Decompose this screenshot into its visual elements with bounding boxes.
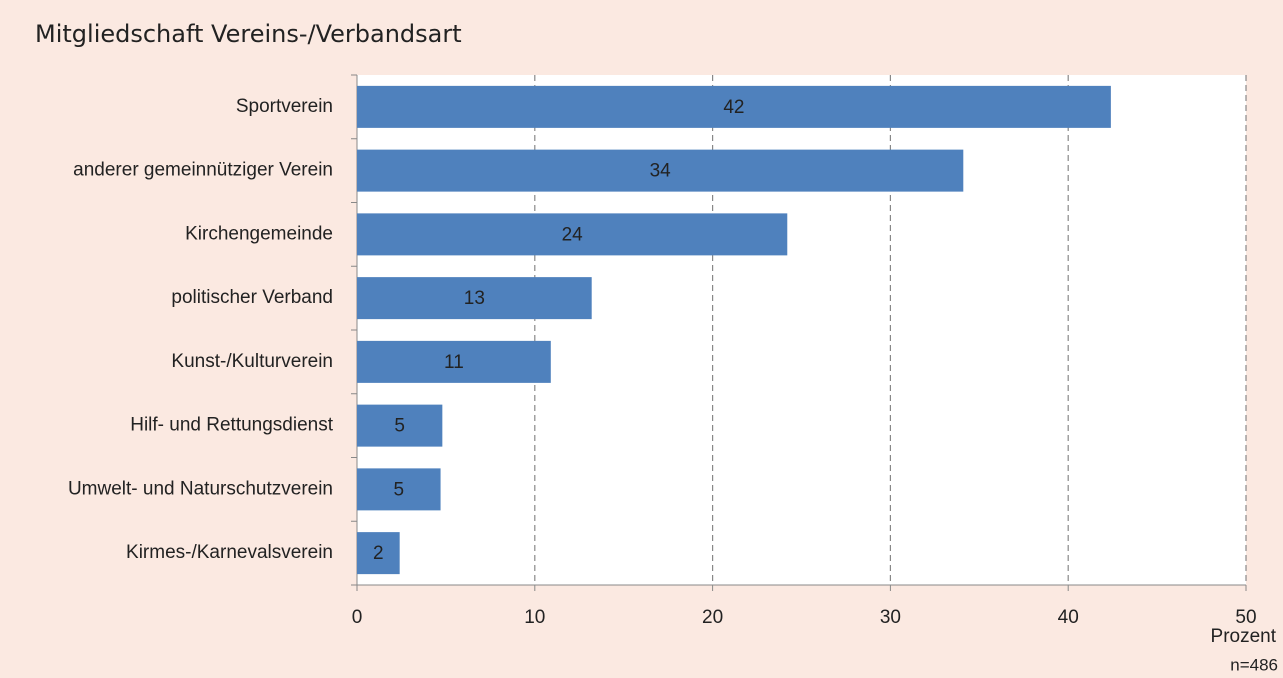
data-label: 2 — [373, 543, 384, 564]
bar — [357, 149, 964, 192]
y-tick-label: Sportverein — [236, 96, 333, 117]
note: n=486 — [1230, 655, 1278, 674]
data-label: 34 — [650, 161, 672, 182]
bar — [357, 85, 1111, 128]
bar — [357, 532, 400, 575]
bar — [357, 340, 551, 383]
y-tick-label: Kirmes-/Karnevalsverein — [126, 542, 333, 563]
bar — [357, 277, 592, 320]
y-tick-label: Umwelt- und Naturschutzverein — [68, 478, 333, 499]
data-label: 5 — [393, 479, 404, 500]
y-tick-label: Kunst-/Kulturverein — [171, 351, 333, 372]
x-tick-label: 50 — [1235, 607, 1256, 628]
x-tick-label: 0 — [352, 607, 363, 628]
x-tick-label: 20 — [702, 607, 723, 628]
y-tick-label: Hilf- und Rettungsdienst — [130, 415, 333, 436]
data-label: 42 — [723, 97, 744, 118]
x-tick-label: 40 — [1058, 607, 1079, 628]
y-tick-label: politischer Verband — [171, 287, 333, 308]
chart-title: Mitgliedschaft Vereins-/Verbandsart — [35, 20, 462, 48]
data-label: 11 — [444, 352, 464, 373]
bar — [357, 468, 441, 511]
x-axis-label: Prozent — [1211, 626, 1277, 647]
data-label: 24 — [562, 224, 584, 245]
bar — [357, 213, 788, 256]
y-tick-label: anderer gemeinnütziger Verein — [73, 160, 333, 181]
y-tick-label: Kirchengemeinde — [185, 223, 333, 244]
bar — [357, 404, 443, 447]
x-tick-label: 30 — [880, 607, 901, 628]
data-label: 5 — [394, 416, 405, 437]
data-label: 13 — [464, 288, 485, 309]
x-tick-label: 10 — [524, 607, 545, 628]
